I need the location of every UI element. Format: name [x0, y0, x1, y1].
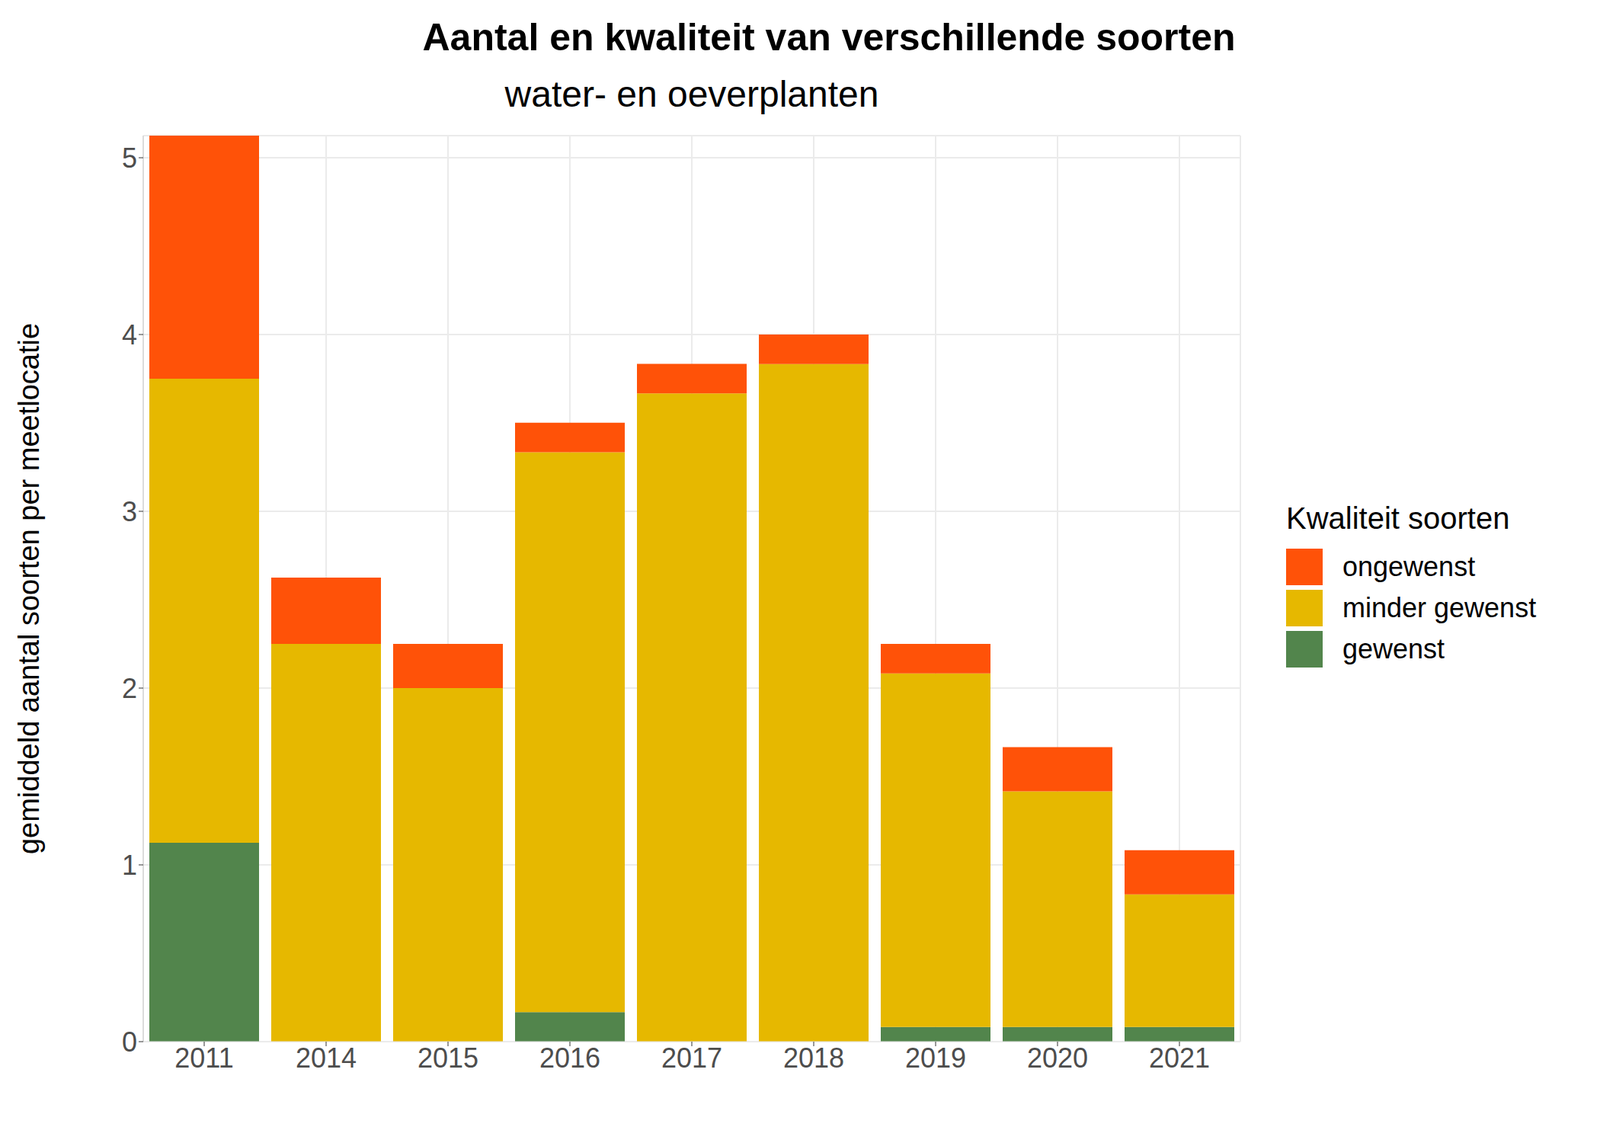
svg-text:2015: 2015 [417, 1042, 479, 1074]
html-text:gewenst: gewenst [1342, 633, 1445, 665]
svg-text:2019: 2019 [905, 1042, 967, 1074]
svg-text:2017: 2017 [661, 1042, 723, 1074]
svg-text:3: 3 [121, 496, 138, 528]
html-text:ongewenst: ongewenst [1342, 550, 1476, 583]
svg-text:2014: 2014 [295, 1042, 357, 1074]
svg-text:0: 0 [121, 1026, 138, 1058]
svg-text:2011: 2011 [174, 1042, 234, 1074]
html-text:Aantal en kwaliteit van versch: Aantal en kwaliteit van verschillende so… [422, 16, 1236, 59]
svg-text:gemiddeld aantal soorten per m: gemiddeld aantal soorten per meetlocatie [12, 323, 45, 855]
svg-text:2018: 2018 [783, 1042, 845, 1074]
svg-text:1: 1 [121, 849, 138, 881]
html-text:water- en oeverplanten: water- en oeverplanten [504, 73, 879, 115]
svg-text:5: 5 [121, 142, 138, 174]
svg-text:4: 4 [121, 319, 138, 351]
html-text:Kwaliteit soorten: Kwaliteit soorten [1286, 501, 1510, 535]
html-text:minder gewenst: minder gewenst [1342, 592, 1537, 624]
svg-text:2016: 2016 [539, 1042, 601, 1074]
svg-text:2020: 2020 [1027, 1042, 1088, 1074]
svg-text:2: 2 [121, 672, 138, 704]
svg-text:2021: 2021 [1148, 1042, 1210, 1074]
